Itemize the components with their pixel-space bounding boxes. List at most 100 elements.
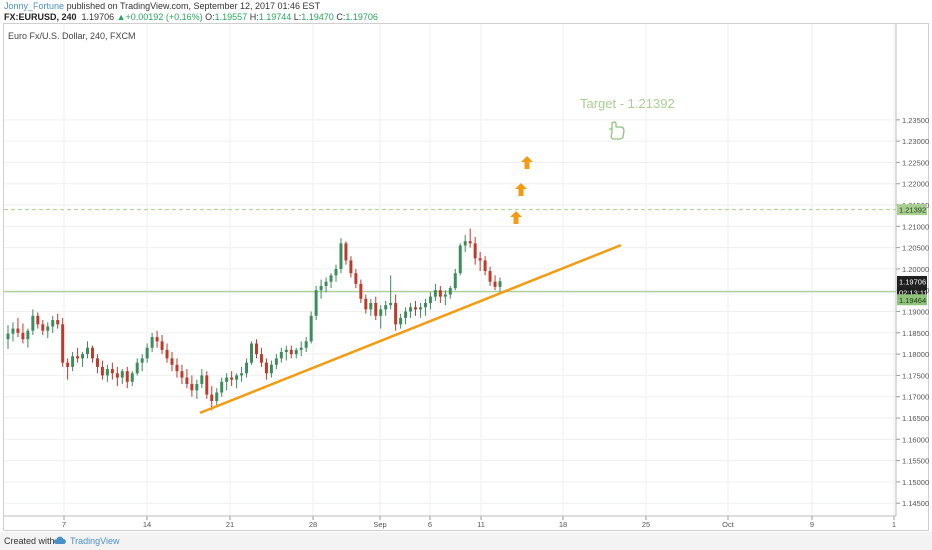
current-price-label: 1.19706 [899,277,926,286]
close-label: C: [336,12,346,22]
x-tick-label: 21 [226,520,234,529]
y-tick-label: 1.19000 [902,308,929,317]
chart-frame [3,23,929,531]
tradingview-cloud-icon [53,536,66,544]
candle-up [389,303,393,306]
candle-up [120,371,124,378]
tradingview-brand[interactable]: TradingView [70,536,120,546]
candle-down [190,383,194,391]
candle-down [155,337,159,342]
candle-up [404,311,408,318]
candle-up [250,343,254,363]
low-value: 1.19470 [301,12,334,22]
candle-down [66,362,70,367]
price-chart[interactable]: 1.235001.230001.225001.220001.215001.210… [0,0,932,532]
candle-up [294,349,298,355]
candle-up [46,326,50,331]
candle-up [339,243,343,269]
candle-up [279,352,283,359]
candle-up [225,377,229,382]
up-arrow-icon [510,211,522,224]
y-tick-label: 1.15500 [902,457,929,466]
candle-up [498,281,502,287]
candle-up [51,320,55,327]
chart-header: Jonny_Fortune published on TradingView.c… [0,0,932,22]
candle-down [180,371,184,378]
author-link[interactable]: Jonny_Fortune [4,1,65,11]
last-price: 1.19706 [81,12,115,22]
candle-down [61,324,65,363]
candle-up [200,375,204,384]
candle-up [463,241,467,246]
candle-down [185,377,189,384]
candle-down [359,283,363,299]
x-tick-label: 6 [428,520,432,529]
high-value: 1.19744 [258,12,292,22]
candle-up [319,285,323,291]
y-tick-label: 1.18500 [902,329,929,338]
symbol-label: FX:EURUSD, 240 [4,12,77,22]
candle-down [21,332,25,340]
x-tick-label: 1 [892,520,896,529]
x-tick-label: 7 [62,520,66,529]
y-tick-label: 1.20500 [902,244,929,253]
y-tick-label: 1.21000 [902,222,929,231]
candle-down [354,273,358,284]
candle-down [36,315,40,325]
candle-up [379,309,383,316]
open-label: O: [205,12,215,22]
candle-down [483,260,487,272]
support-trendline [199,244,622,414]
change-up-icon: ▲ [116,12,126,22]
candle-up [448,288,452,295]
open-value: 1.19557 [214,12,248,22]
candle-up [274,358,278,365]
y-tick-label: 1.23500 [902,116,929,125]
axes: 1.235001.230001.225001.220001.215001.210… [4,24,929,529]
y-tick-label: 1.20000 [902,265,929,274]
created-with-text: Created with [4,536,55,546]
y-tick-label: 1.15000 [902,478,929,487]
candle-down [289,349,293,355]
horizontal-levels [4,209,896,293]
candle-down [254,343,258,355]
candle-down [160,341,164,350]
up-arrow-icon [521,156,533,169]
y-tick-label: 1.17500 [902,371,929,380]
candle-down [110,369,114,374]
target-annotation: Target - 1.21392 [580,96,675,111]
candle-up [11,328,15,334]
up-arrow-icon [515,183,527,196]
candle-up [458,245,462,274]
price-labels: 1.21392 1.19706 02:13:111.19464 [897,204,928,306]
candle-up [135,362,139,374]
x-tick-label: 14 [143,520,151,529]
candle-down [374,303,378,316]
candle-up [299,347,303,350]
support-price-label-bg [897,294,927,306]
candle-down [115,373,119,378]
candle-up [314,290,318,316]
x-tick-label: 28 [309,520,317,529]
candle-up [81,354,85,359]
candle-up [195,383,199,391]
candle-down [230,377,234,380]
y-tick-label: 1.22500 [902,158,929,167]
candle-up [433,290,437,297]
candle-up [71,356,75,367]
candle-down [16,328,20,333]
candle-down [56,320,60,325]
target-price-label: 1.21392 [899,206,926,215]
price-change: +0.00192 (+0.16%) [125,12,203,22]
candle-up [369,303,373,310]
candle-up [443,294,447,297]
candle-down [478,258,482,261]
candle-up [86,347,90,355]
current-price-label-bg [897,275,927,287]
candle-down [205,375,209,395]
y-tick-label: 1.18000 [902,350,929,359]
annotations: Target - 1.21392 [510,96,675,224]
candle-up [309,315,313,342]
y-tick-label: 1.23000 [902,137,929,146]
countdown-label-bg [897,286,927,298]
